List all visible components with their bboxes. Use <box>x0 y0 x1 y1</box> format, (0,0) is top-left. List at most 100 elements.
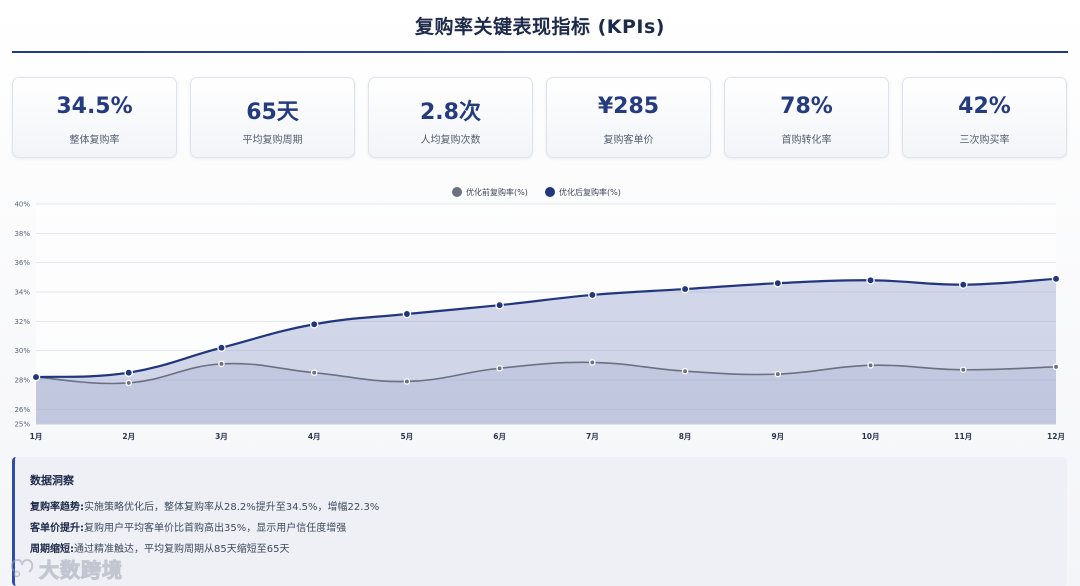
data-point-before <box>125 379 132 387</box>
x-tick-label: 1月 <box>30 432 43 441</box>
legend-marker-before <box>452 187 462 197</box>
series-line-after <box>35 277 1057 379</box>
kpi-card-repurchase-rate: 34.5% 整体复购率 <box>12 77 177 158</box>
x-tick-label: 12月 <box>1047 432 1065 441</box>
data-point-after <box>773 278 783 288</box>
kpi-label: 三次购买率 <box>959 135 1010 146</box>
x-tick-label: 3月 <box>215 432 228 441</box>
insight-lead: 周期缩短: <box>30 544 74 555</box>
data-point-after <box>588 290 597 300</box>
data-point-before <box>310 369 318 376</box>
area-fill-before <box>36 362 1056 424</box>
line-layer <box>35 277 1057 385</box>
kpi-card-repurchase-count: 2.8次 人均复购次数 <box>368 77 533 158</box>
insight-item: 周期缩短:通过精准触达，平均复购周期从85天缩短至65天 <box>30 540 289 555</box>
y-tick-label: 40% <box>14 201 30 209</box>
y-tick-label: 30% <box>14 347 30 355</box>
kpi-value: ¥285 <box>597 94 660 119</box>
kpi-label: 整体复购率 <box>69 135 120 146</box>
x-tick-label: 9月 <box>771 432 784 441</box>
kpi-label: 人均复购次数 <box>420 135 481 146</box>
area-fill-after <box>36 278 1056 424</box>
data-point-before <box>960 366 967 373</box>
watermark-text: 大数跨境 <box>39 557 123 582</box>
y-tick-label: 28% <box>14 377 30 385</box>
x-tick-label: 10月 <box>862 432 880 441</box>
data-point-before <box>774 370 782 378</box>
point-layer <box>31 274 1061 387</box>
data-point-before <box>218 360 225 368</box>
data-point-after <box>217 343 226 352</box>
kpi-card-first-conversion: 78% 首购转化率 <box>724 77 889 158</box>
kpi-value: 78% <box>780 94 833 119</box>
kpi-card-order-value: ¥285 复购客单价 <box>546 77 711 158</box>
kpi-value: 42% <box>958 94 1011 119</box>
data-point-after <box>495 300 504 310</box>
data-point-after <box>31 372 41 382</box>
series-line-before <box>35 361 1057 385</box>
data-point-before <box>403 378 411 385</box>
x-tick-label: 8月 <box>679 432 692 441</box>
insight-lead: 客单价提升: <box>30 523 84 534</box>
y-tick-label: 32% <box>14 318 30 326</box>
y-tick-label: 36% <box>14 259 30 267</box>
legend-label-after: 优化后复购率(%) <box>559 187 621 197</box>
grid-layer <box>36 203 1056 425</box>
chart-svg: 优化前复购率(%) 优化后复购率(%) 25% 26% 28% 30% 32% 34% 36… <box>14 187 1065 441</box>
insight-title: 数据洞察 <box>30 474 74 487</box>
legend-item-after[interactable]: 优化后复购率(%) <box>545 187 621 197</box>
kpi-row: 34.5% 整体复购率 65天 平均复购周期 2.8次 人均复购次数 ¥285 … <box>12 77 1068 158</box>
insight-text: 复购用户平均客单价比首购高出35%，显示用户信任度增强 <box>84 523 347 534</box>
legend-marker-after <box>545 187 555 197</box>
watermark-logo-icon <box>10 558 34 578</box>
data-point-after <box>309 320 319 329</box>
kpi-label: 平均复购周期 <box>242 135 303 146</box>
legend-label-before: 优化前复购率(%) <box>466 187 528 197</box>
data-point-before <box>681 367 689 375</box>
y-tick-label: 26% <box>14 406 30 414</box>
y-axis: 25% 26% 28% 30% 32% 34% 36% 38% 40% <box>14 201 30 429</box>
y-tick-label: 38% <box>14 230 30 238</box>
data-point-before <box>589 359 596 366</box>
data-point-after <box>124 368 133 377</box>
kpi-value: 65天 <box>246 100 299 125</box>
kpi-card-repurchase-cycle: 65天 平均复购周期 <box>190 77 355 158</box>
legend-item-before[interactable]: 优化前复购率(%) <box>452 187 528 197</box>
plot-background <box>36 204 1056 424</box>
x-tick-label: 11月 <box>954 432 972 441</box>
y-tick-label: 25% <box>14 421 30 429</box>
x-tick-label: 7月 <box>586 432 599 441</box>
data-point-before <box>1052 363 1060 371</box>
x-tick-label: 2月 <box>122 432 135 441</box>
insight-text: 通过精准触达，平均复购周期从85天缩短至65天 <box>74 544 290 555</box>
x-tick-label: 6月 <box>493 432 506 441</box>
y-tick-label: 34% <box>14 289 30 297</box>
data-point-after <box>959 280 968 289</box>
kpi-value: 34.5% <box>56 94 133 119</box>
x-axis: 1月 2月 3月 4月 5月 6月 7月 8月 9月 10月 11月 12月 <box>30 423 1065 441</box>
data-point-after <box>866 276 875 285</box>
data-point-before <box>867 362 874 369</box>
x-tick-label: 5月 <box>401 432 414 441</box>
kpi-label: 复购客单价 <box>603 135 654 146</box>
watermark: 大数跨境 <box>9 555 123 582</box>
insight-item: 复购率趋势:实施策略优化后，整体复购率从28.2%提升至34.5%，增幅22.3… <box>30 498 379 513</box>
data-point-after <box>680 284 690 294</box>
insight-panel: 数据洞察 复购率趋势:实施策略优化后，整体复购率从28.2%提升至34.5%，增… <box>12 457 1067 586</box>
insight-lead: 复购率趋势: <box>30 502 84 513</box>
kpi-card-third-purchase: 42% 三次购买率 <box>902 77 1067 158</box>
insight-item: 客单价提升:复购用户平均客单价比首购高出35%，显示用户信任度增强 <box>30 519 346 534</box>
title-divider <box>12 51 1068 53</box>
insight-text: 实施策略优化后，整体复购率从28.2%提升至34.5%，增幅22.3% <box>84 502 380 513</box>
data-point-after <box>1051 274 1061 284</box>
chart-legend: 优化前复购率(%) 优化后复购率(%) <box>452 187 621 197</box>
data-point-before <box>496 365 503 372</box>
kpi-label: 首购转化率 <box>781 135 832 146</box>
x-tick-label: 4月 <box>308 432 321 441</box>
kpi-value: 2.8次 <box>420 100 481 125</box>
data-point-after <box>402 309 412 319</box>
page-title: 复购率关键表现指标 (KPIs) <box>414 16 665 38</box>
area-layer <box>36 278 1056 424</box>
line-chart: 优化前复购率(%) 优化后复购率(%) 25% 26% 28% 30% 32% 34% 36… <box>0 178 1080 446</box>
